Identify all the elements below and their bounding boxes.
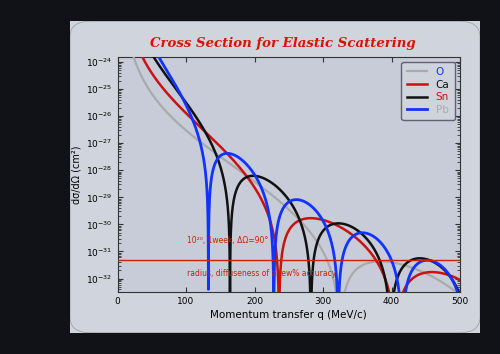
Pb bbox=[457, 299, 463, 303]
Line: O: O bbox=[119, 0, 460, 354]
O bbox=[246, 176, 252, 180]
O bbox=[370, 260, 376, 264]
Ca bbox=[320, 218, 326, 222]
Ca bbox=[338, 225, 344, 229]
Sn bbox=[396, 271, 402, 275]
Pb bbox=[246, 165, 252, 170]
Line: Sn: Sn bbox=[119, 0, 460, 354]
O bbox=[338, 330, 344, 334]
Sn bbox=[320, 228, 326, 233]
Pb bbox=[178, 93, 184, 97]
O bbox=[396, 262, 402, 266]
Legend: O, Ca, Sn, Pb: O, Ca, Sn, Pb bbox=[402, 62, 455, 120]
O bbox=[457, 293, 463, 297]
Sn bbox=[457, 293, 463, 297]
O bbox=[178, 124, 184, 128]
Text: radius, diffuseness of a few% accuracy: radius, diffuseness of a few% accuracy bbox=[188, 269, 336, 278]
Sn bbox=[246, 174, 252, 178]
Ca bbox=[246, 177, 252, 182]
FancyBboxPatch shape bbox=[70, 21, 480, 333]
Sn bbox=[178, 93, 184, 98]
Pb bbox=[320, 219, 326, 224]
Sn bbox=[370, 246, 376, 250]
Ca bbox=[457, 278, 463, 282]
Line: Ca: Ca bbox=[119, 0, 460, 354]
Pb bbox=[370, 234, 376, 239]
O bbox=[320, 250, 326, 255]
Pb bbox=[396, 292, 402, 296]
Y-axis label: dσ/dΩ (cm²): dσ/dΩ (cm²) bbox=[72, 145, 82, 204]
Ca bbox=[396, 303, 402, 308]
Ca bbox=[370, 254, 376, 258]
X-axis label: Momentum transfer q (MeV/c): Momentum transfer q (MeV/c) bbox=[210, 310, 367, 320]
Text: Cross Section for Elastic Scattering: Cross Section for Elastic Scattering bbox=[150, 37, 416, 50]
Line: Pb: Pb bbox=[119, 0, 460, 354]
Pb bbox=[338, 267, 344, 272]
Text: 10²⁰, 1week, ΔΩ=90°: 10²⁰, 1week, ΔΩ=90° bbox=[188, 236, 268, 245]
Ca bbox=[178, 106, 184, 110]
Sn bbox=[338, 221, 344, 225]
